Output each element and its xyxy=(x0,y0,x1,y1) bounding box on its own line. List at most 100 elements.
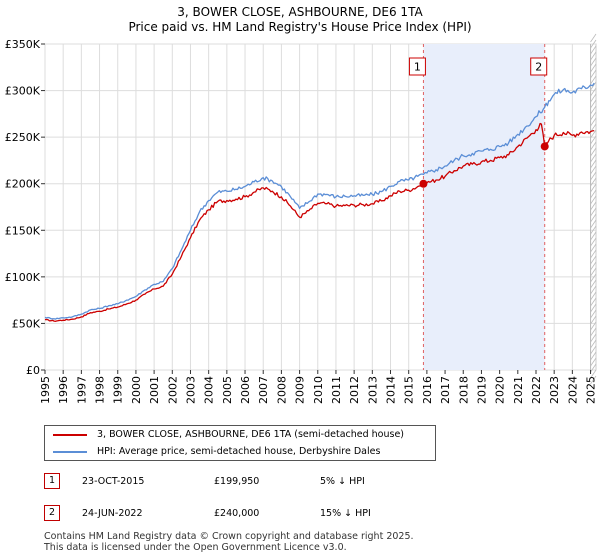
hatch-line xyxy=(590,57,597,67)
hatch-line xyxy=(590,39,597,49)
hatch-line xyxy=(590,255,597,265)
hatch-line xyxy=(590,171,597,181)
sale-label: 2 xyxy=(535,61,542,74)
hatch-line xyxy=(590,363,597,373)
shaded-region xyxy=(423,44,545,370)
hatch-line xyxy=(590,369,597,379)
hatch-line xyxy=(590,339,597,349)
hatch-line xyxy=(590,81,597,91)
hatch-line xyxy=(590,345,597,355)
legend-label-property: 3, BOWER CLOSE, ASHBOURNE, DE6 1TA (semi… xyxy=(97,429,405,440)
hatch-line xyxy=(590,45,597,55)
x-tick-label: 2013 xyxy=(366,376,379,404)
hatch-line xyxy=(590,285,597,295)
sale-date: 24-JUN-2022 xyxy=(82,508,143,519)
x-tick-label: 2004 xyxy=(203,376,216,404)
legend: 3, BOWER CLOSE, ASHBOURNE, DE6 1TA (semi… xyxy=(44,425,436,461)
hatch-line xyxy=(590,231,597,241)
hatch-line xyxy=(590,279,597,289)
hatch-line xyxy=(590,105,597,115)
x-tick-label: 2019 xyxy=(475,376,488,404)
hatch-line xyxy=(590,63,597,73)
chart: 3, BOWER CLOSE, ASHBOURNE, DE6 1TA Price… xyxy=(5,5,598,404)
hatch-line xyxy=(590,309,597,319)
y-tick-label: £250K xyxy=(5,131,41,144)
y-tick-label: £350K xyxy=(5,38,41,51)
x-tick-label: 2005 xyxy=(221,376,234,404)
x-tick-label: 2007 xyxy=(257,376,270,404)
sale-hpi-diff: 15% ↓ HPI xyxy=(320,508,371,519)
hatch-line xyxy=(590,183,597,193)
sale-price: £199,950 xyxy=(214,476,260,487)
x-tick-label: 2009 xyxy=(294,376,307,404)
legend-item-hpi: HPI: Average price, semi-detached house,… xyxy=(53,444,380,460)
hatch-line xyxy=(590,51,597,61)
hatch-line xyxy=(590,213,597,223)
hatch-line xyxy=(590,189,597,199)
series-lines xyxy=(44,82,595,322)
x-tick-label: 2006 xyxy=(239,376,252,404)
hatch-line xyxy=(590,357,597,367)
x-tick-label: 2017 xyxy=(439,376,452,404)
hatch-line xyxy=(590,69,597,79)
hatch-line xyxy=(590,195,597,205)
x-tick-label: 2024 xyxy=(566,376,579,404)
x-tick-label: 1995 xyxy=(39,376,52,404)
x-tick-label: 2025 xyxy=(585,376,598,404)
y-tick-label: £200K xyxy=(5,178,41,191)
legend-swatch-red xyxy=(53,433,87,436)
x-tick-label: 2011 xyxy=(330,376,343,404)
hatch-line xyxy=(590,159,597,169)
hatch-line xyxy=(590,225,597,235)
hatch-line xyxy=(590,297,597,307)
sale-hpi-diff: 5% ↓ HPI xyxy=(320,476,365,487)
hatch-line xyxy=(590,33,597,43)
x-tick-label: 2008 xyxy=(275,376,288,404)
hatch-line xyxy=(590,291,597,301)
hatch-line xyxy=(590,75,597,85)
chart-title: 3, BOWER CLOSE, ASHBOURNE, DE6 1TA xyxy=(177,5,423,19)
hatch-line xyxy=(590,315,597,325)
hatch-line xyxy=(590,201,597,211)
x-tick-label: 2001 xyxy=(148,376,161,404)
hatch-line xyxy=(590,129,597,139)
future-hatch xyxy=(590,33,597,385)
sale-badge: 1 xyxy=(44,473,60,489)
x-axis-ticks: 1995 1996 1997 1998 1999 2000 2001 2002 2003 2004… xyxy=(39,370,598,404)
x-tick-label: 2021 xyxy=(512,376,525,404)
x-tick-label: 2000 xyxy=(130,376,143,404)
hatch-line xyxy=(590,273,597,283)
hatch-line xyxy=(590,93,597,103)
y-axis-ticks: £0 £50K £100K £150K £200K £250K £300K £350K xyxy=(5,38,45,377)
footer-line-1: Contains HM Land Registry data © Crown c… xyxy=(44,531,414,542)
hatch-line xyxy=(590,141,597,151)
hatch-line xyxy=(590,243,597,253)
hatch-line xyxy=(590,165,597,175)
x-tick-label: 1999 xyxy=(112,376,125,404)
legend-label-hpi: HPI: Average price, semi-detached house,… xyxy=(97,446,381,457)
x-tick-label: 2023 xyxy=(548,376,561,404)
hatch-line xyxy=(590,147,597,157)
x-tick-label: 1998 xyxy=(94,376,107,404)
hatch-line xyxy=(590,87,597,97)
hatch-line xyxy=(590,111,597,121)
hatch-line xyxy=(590,267,597,277)
x-tick-label: 2020 xyxy=(494,376,507,404)
hatch-line xyxy=(590,207,597,217)
hatch-line xyxy=(590,327,597,337)
hatch-line xyxy=(590,153,597,163)
x-tick-label: 2002 xyxy=(166,376,179,404)
hpi-line xyxy=(44,82,595,320)
x-tick-label: 2012 xyxy=(348,376,361,404)
hatch-line xyxy=(590,219,597,229)
x-tick-label: 2015 xyxy=(403,376,416,404)
x-tick-label: 2022 xyxy=(530,376,543,404)
hatch-line xyxy=(590,261,597,271)
y-tick-label: £0 xyxy=(26,364,40,377)
price-paid-line xyxy=(44,122,595,322)
y-tick-label: £150K xyxy=(5,224,41,237)
hatch-line xyxy=(590,303,597,313)
footer-line-2: This data is licensed under the Open Gov… xyxy=(44,542,347,553)
legend-item-property: 3, BOWER CLOSE, ASHBOURNE, DE6 1TA (semi… xyxy=(53,427,404,443)
